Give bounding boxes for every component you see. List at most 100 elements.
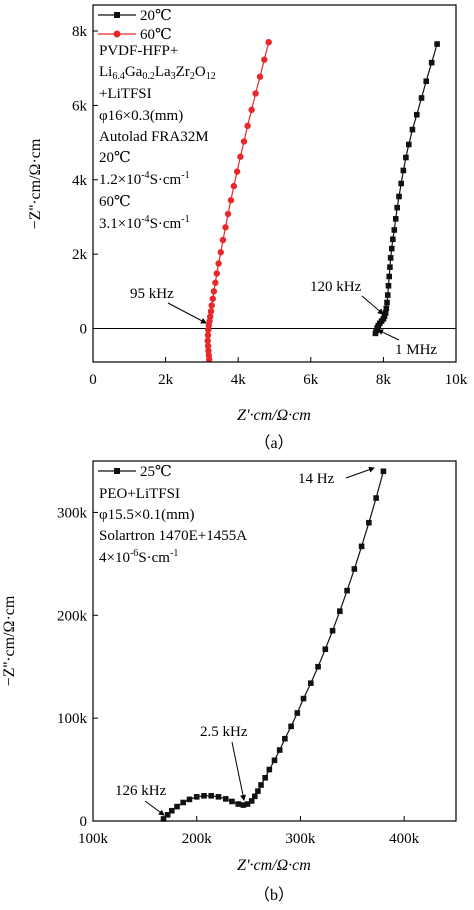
data-point <box>380 468 387 475</box>
legend-marker-20c <box>114 12 120 18</box>
formula-sub-zr: 2 <box>190 71 195 82</box>
panel-b-x-axis-label: Z'·cm/Ω·cm <box>237 857 311 874</box>
data-point <box>398 180 404 187</box>
data-point <box>174 803 180 810</box>
panel-a-x-axis-label: Z'·cm/Ω·cm <box>237 407 311 424</box>
data-point <box>394 204 400 211</box>
data-point <box>222 224 229 231</box>
conductivity-20-unit: S·cm <box>150 172 182 188</box>
x-tick-label: 100k <box>78 831 109 847</box>
y-tick-label: 4k <box>72 173 88 189</box>
y-tick-label: 6k <box>72 98 88 114</box>
data-point <box>344 587 350 594</box>
data-point <box>207 313 214 320</box>
data-point <box>308 680 314 686</box>
series-line <box>163 471 384 820</box>
data-point <box>383 305 390 312</box>
data-point <box>244 801 251 807</box>
panel-b-y-ticks: 0 100k 200k 300k <box>57 505 98 830</box>
data-point <box>222 796 229 802</box>
annotation-14hz: 14 Hz <box>298 471 335 487</box>
data-point <box>413 111 420 118</box>
legend-instrument: Autolad FRA32M <box>99 129 209 145</box>
annotation-2-5khz: 2.5 kHz <box>200 724 248 740</box>
data-point <box>373 495 379 501</box>
data-point <box>434 41 440 47</box>
panel-b-legend: 25℃ PEO+LiTFSI φ15.5×0.1(mm) Solartron 1… <box>98 464 247 566</box>
legend-material-formula: Li6.4Ga0.2La3Zr2O12 <box>99 64 216 82</box>
data-point <box>315 663 321 670</box>
panel-a-x-axis-label-text: Z'·cm/Ω·cm <box>237 407 311 424</box>
legend-b-conductivity: 4×10-6S·cm-1 <box>99 548 178 566</box>
conductivity-20-exp: -4 <box>141 170 149 181</box>
annotation-120khz-arrow <box>361 295 384 315</box>
legend-b-material: PEO+LiTFSI <box>99 486 180 502</box>
legend-label-20c: 20℃ <box>140 8 172 24</box>
annotation-2-5khz-arrow <box>231 741 246 801</box>
formula-sub-o: 12 <box>206 71 216 82</box>
x-tick-label: 8k <box>376 372 392 388</box>
legend-conductivity-60: 3.1×10-4S·cm-1 <box>99 214 190 232</box>
data-point <box>160 816 167 822</box>
data-point <box>255 788 261 794</box>
legend-material-line1: PVDF-HFP+ <box>99 43 178 59</box>
conductivity-b-unit-exp: -1 <box>170 548 178 559</box>
data-point <box>387 255 394 261</box>
legend-marker-60c <box>113 30 121 38</box>
data-point <box>229 798 235 805</box>
formula-sub-ga: 0.2 <box>142 71 155 82</box>
data-point <box>396 193 402 200</box>
y-tick-label: 200k <box>57 608 88 624</box>
annotation-95khz: 95 kHz <box>130 286 174 302</box>
data-point <box>208 302 215 309</box>
x-tick-label: 4k <box>231 372 247 388</box>
data-point <box>282 735 288 742</box>
legend-material-line3: +LiTFSI <box>99 86 152 102</box>
data-point <box>207 308 215 315</box>
data-point <box>261 56 268 63</box>
y-tick-label: 0 <box>80 322 88 338</box>
annotation-14hz-arrow <box>345 466 375 479</box>
annotation-1mhz: 1 MHz <box>395 342 437 358</box>
annotation-1mhz-arrow <box>377 329 400 341</box>
data-point <box>382 310 389 316</box>
data-point <box>180 799 187 806</box>
panel-b-caption: （b） <box>254 886 294 904</box>
data-point <box>224 210 232 218</box>
legend-dimension: φ16×0.3(mm) <box>99 108 183 124</box>
formula-li: Li <box>99 64 112 80</box>
data-point <box>204 342 212 350</box>
conductivity-60-unit: S·cm <box>150 216 182 232</box>
y-tick-label: 0 <box>80 814 88 830</box>
conductivity-b-unit: S·cm <box>138 550 170 566</box>
conductivity-60-base: 3.1×10 <box>99 216 141 232</box>
x-tick-label: 300k <box>285 831 316 847</box>
legend-b-dimension: φ15.5×0.1(mm) <box>99 507 194 523</box>
legend-b-instrument: Solartron 1470E+1455A <box>99 528 247 544</box>
data-point <box>217 249 224 256</box>
panel-a: 0 2k 4k 6k 8k 10k 0 2k 4k 6k 8k 20℃ 60℃ PVDF-HFP+… <box>27 4 468 452</box>
data-point <box>258 782 264 788</box>
annotation-95khz-arrow <box>167 302 207 324</box>
data-point <box>300 695 307 702</box>
data-point <box>209 295 216 302</box>
data-point <box>418 95 425 101</box>
annotation-126khz-arrow <box>144 800 165 816</box>
data-point <box>204 337 211 345</box>
formula-sub-li: 6.4 <box>112 71 125 82</box>
data-point <box>400 167 407 174</box>
data-point <box>215 794 222 800</box>
data-point <box>391 227 398 233</box>
data-point <box>381 313 388 320</box>
data-point <box>219 236 227 244</box>
data-point <box>240 138 248 145</box>
y-tick-label: 2k <box>72 247 88 263</box>
panel-a-caption: （a） <box>254 434 293 452</box>
conductivity-20-unit-exp: -1 <box>181 170 189 181</box>
data-point <box>384 299 390 306</box>
data-point <box>388 245 395 252</box>
panel-b-plot-frame <box>92 460 457 822</box>
legend-marker-25c <box>114 468 120 474</box>
